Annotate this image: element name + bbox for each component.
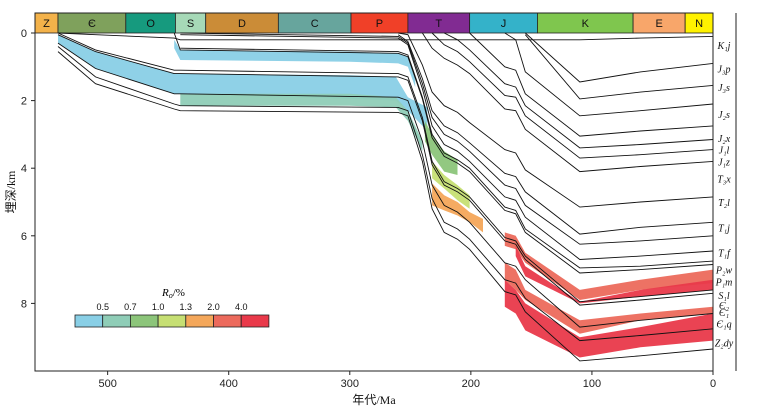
formation-label: Z₂dy xyxy=(715,338,734,349)
period-label: T xyxy=(435,18,442,30)
x-tick-label: 500 xyxy=(98,378,116,390)
legend-swatch xyxy=(240,314,270,328)
legend-swatch xyxy=(157,314,187,328)
horizon-line xyxy=(524,34,714,100)
maturity-fill-layer xyxy=(58,34,713,358)
x-tick-label: 400 xyxy=(220,378,238,390)
ro-legend: Ro/% 0.5 0.7 1.0 1.3 2.0 4.0 xyxy=(74,287,270,328)
x-axis: 500 400 300 200 100 0 xyxy=(98,371,716,390)
y-axis: 0 2 4 6 8 xyxy=(21,28,35,310)
horizon-line xyxy=(180,32,714,245)
y-tick-label: 0 xyxy=(21,28,27,40)
period-label: K xyxy=(582,18,590,30)
horizon-line xyxy=(469,32,714,137)
legend-threshold-label: 2.0 xyxy=(207,302,220,312)
maturity-fill xyxy=(504,232,713,300)
legend-swatch xyxy=(185,314,214,328)
legend-threshold-label: 0.7 xyxy=(124,302,137,312)
formation-label: K₁j xyxy=(717,41,731,52)
horizon-line xyxy=(57,46,714,342)
formation-label: Є₁q xyxy=(716,320,731,331)
formation-label: J₂x xyxy=(718,134,731,145)
horizon-line xyxy=(504,32,714,117)
maturity-fill xyxy=(515,245,713,304)
horizon-line xyxy=(180,34,714,260)
formation-label: T₂l xyxy=(718,198,730,209)
legend-threshold-label: 0.5 xyxy=(96,302,109,312)
formation-label: J₃s xyxy=(718,83,730,94)
x-tick-label: 200 xyxy=(462,378,480,390)
legend-threshold-label: 1.3 xyxy=(180,302,193,312)
formation-label: T₁j xyxy=(718,223,730,234)
y-tick-label: 4 xyxy=(21,163,27,175)
legend-swatch xyxy=(74,314,104,328)
formation-label: P₂w xyxy=(715,266,733,277)
horizon-line xyxy=(431,32,714,159)
horizon-line xyxy=(57,51,714,362)
horizon-line xyxy=(422,32,714,173)
maturity-fill xyxy=(504,279,713,358)
x-tick-label: 100 xyxy=(583,378,601,390)
y-tick-label: 2 xyxy=(21,96,27,108)
period-label: Є xyxy=(88,18,96,30)
maturity-fill xyxy=(174,39,416,88)
x-tick-label: 300 xyxy=(341,378,359,390)
formation-label: P₁m xyxy=(715,277,733,288)
horizon-line xyxy=(173,32,714,274)
horizon-line xyxy=(180,47,714,269)
period-label: N xyxy=(695,18,703,30)
period-label: O xyxy=(146,18,155,30)
legend-swatch xyxy=(129,314,159,328)
formation-label: J₃p xyxy=(718,64,731,75)
maturity-fill xyxy=(58,34,428,132)
horizon-line xyxy=(398,32,714,208)
legend-threshold-label: 1.0 xyxy=(152,302,165,312)
plot-frame xyxy=(34,12,714,372)
legend-swatch xyxy=(102,314,131,328)
horizon-lines-layer xyxy=(57,32,714,362)
y-tick-label: 8 xyxy=(21,298,27,310)
formation-label: J₁z xyxy=(718,157,730,168)
period-label: S xyxy=(187,18,194,30)
horizon-line xyxy=(443,32,714,149)
formation-label: Є₁ xyxy=(719,308,729,319)
formation-label: S₁l xyxy=(718,291,729,302)
formation-label: Є₂ xyxy=(719,301,730,312)
period-label: J xyxy=(501,18,507,30)
formation-label: T₁f xyxy=(718,249,731,260)
maturity-fill xyxy=(180,93,423,152)
formation-label: J₂s xyxy=(718,110,730,121)
period-label: P xyxy=(376,18,383,30)
legend-swatch xyxy=(213,314,242,328)
maturity-fill xyxy=(504,262,713,334)
formation-label: J₁l xyxy=(719,146,730,157)
period-label: D xyxy=(238,18,246,30)
y-axis-title: 埋深/km xyxy=(4,170,18,213)
horizon-line xyxy=(57,42,714,328)
legend-title: Ro/% xyxy=(161,287,185,300)
horizon-line xyxy=(57,34,714,306)
period-label: C xyxy=(311,18,319,30)
y-tick-label: 6 xyxy=(21,231,27,243)
x-axis-title: 年代/Ma xyxy=(352,393,396,407)
formation-label: T₃x xyxy=(717,174,731,185)
horizon-line xyxy=(397,34,714,235)
x-tick-label: 0 xyxy=(710,378,716,390)
period-label: Z xyxy=(43,18,50,30)
maturity-fill xyxy=(432,183,483,233)
period-label: E xyxy=(655,18,662,30)
horizon-line xyxy=(57,32,714,303)
legend-threshold-label: 4.0 xyxy=(235,302,248,312)
horizon-line xyxy=(524,32,714,83)
horizon-line xyxy=(57,32,714,41)
